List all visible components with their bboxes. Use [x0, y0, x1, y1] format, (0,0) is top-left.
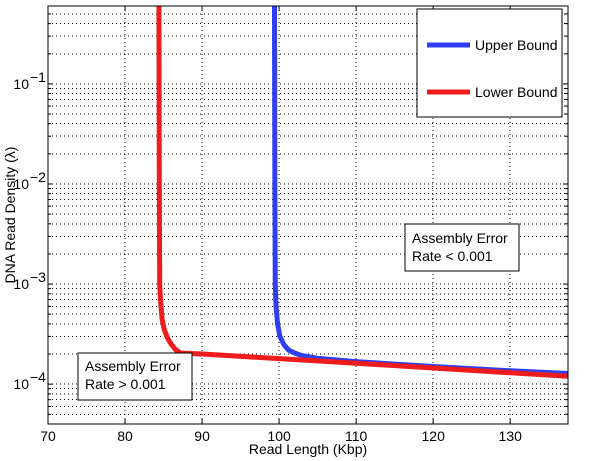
annotation-box — [77, 352, 193, 401]
legend-label-upper-bound: Upper Bound — [475, 37, 558, 53]
x-tick-label: 90 — [194, 428, 210, 444]
y-tick-label: 10 — [13, 276, 29, 292]
x-tick-label: 100 — [267, 428, 291, 444]
x-tick-label: 120 — [422, 428, 446, 444]
plot-frame — [47, 5, 569, 425]
annotation-upper-region: Assembly Error Rate < 0.001 — [404, 223, 520, 272]
annotation-line-1: Assembly Error — [412, 230, 508, 246]
series-line-lower-bound — [156, 5, 569, 379]
legend: Upper Bound Lower Bound — [416, 8, 563, 118]
x-tick-label: 110 — [345, 428, 368, 444]
x-tick-label: 130 — [499, 428, 523, 444]
annotation-line-1: Assembly Error — [85, 358, 181, 374]
legend-box — [416, 8, 563, 118]
y-tick-label: 10 — [13, 376, 29, 392]
y-tick-label: 10 — [13, 76, 29, 92]
y-axis-label: DNA Read Density (λ) — [2, 147, 18, 284]
x-tick-label: 70 — [40, 428, 56, 444]
y-tick-exponent: −1 — [30, 69, 46, 85]
y-tick-exponent: −4 — [30, 369, 46, 385]
y-tick-label: 10 — [13, 176, 29, 192]
annotation-box — [404, 223, 520, 272]
x-axis-label: Read Length (Kbp) — [249, 441, 367, 457]
x-tick-label: 80 — [117, 428, 133, 444]
annotation-line-2: Rate < 0.001 — [412, 248, 493, 264]
data-series — [156, 5, 569, 379]
annotation-line-2: Rate > 0.001 — [85, 376, 166, 392]
grid-lines — [48, 6, 568, 424]
annotation-lower-region: Assembly Error Rate > 0.001 — [77, 352, 193, 401]
legend-label-lower-bound: Lower Bound — [475, 84, 558, 100]
y-tick-exponent: −2 — [30, 169, 46, 185]
y-tick-exponent: −3 — [30, 269, 46, 285]
